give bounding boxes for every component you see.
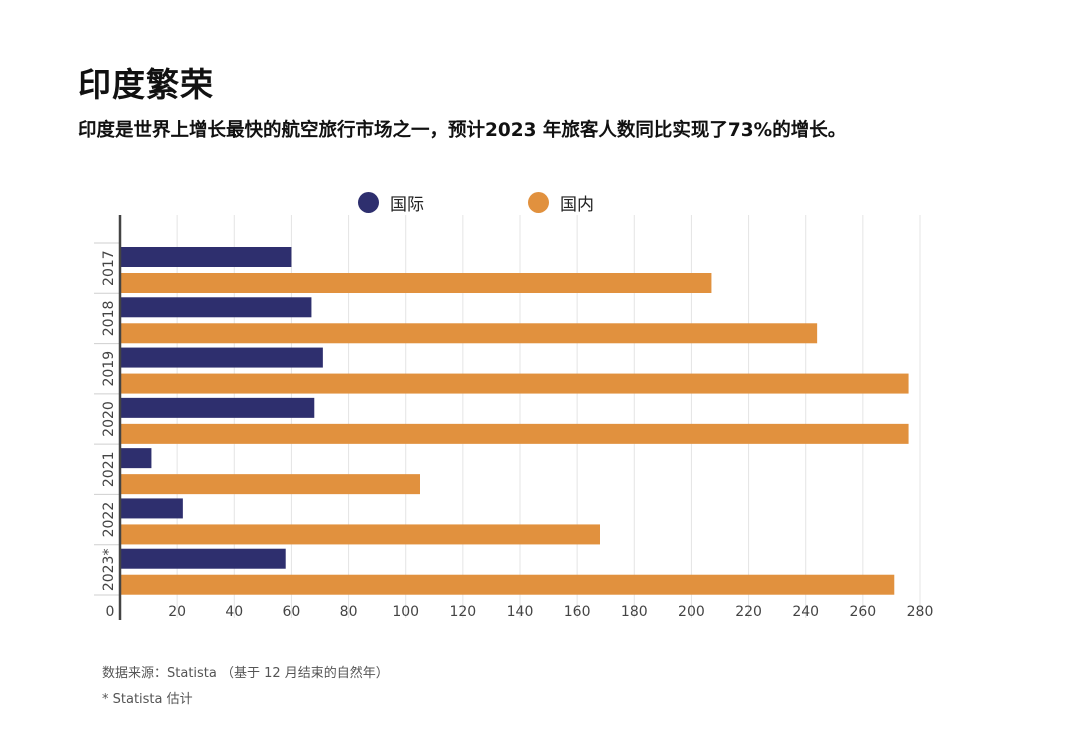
- legend-swatch-international: [358, 192, 379, 213]
- chart-title: 印度繁荣: [78, 65, 214, 104]
- bar-domestic-2019: [120, 373, 909, 394]
- x-tick-label: 100: [392, 604, 419, 620]
- bar-domestic-2020: [120, 423, 909, 444]
- chart-subtitle: 印度是世界上增长最快的航空旅行市场之一，预计2023 年旅客人数同比实现了73%…: [78, 120, 847, 141]
- x-tick-label: 160: [564, 604, 591, 620]
- bar-international-2018: [120, 297, 312, 318]
- legend-item-international: 国际: [358, 190, 424, 215]
- x-tick-label: 280: [907, 604, 934, 620]
- y-tick-label: 2018: [101, 301, 117, 337]
- bar-international-2019: [120, 347, 323, 368]
- bar-international-2022: [120, 498, 183, 519]
- legend-label-domestic: 国内: [560, 195, 594, 215]
- bar-international-2017: [120, 247, 292, 267]
- bar-chart: 2017 2018 2019 2020 2021 2022 2023* 0 20 40 60 80 10…: [94, 215, 934, 620]
- chart-legend: 国际 国内: [0, 190, 1080, 218]
- x-tick-label: 180: [621, 604, 648, 620]
- x-tick-label: 80: [340, 604, 358, 620]
- x-tick-label: 260: [849, 604, 876, 620]
- estimate-note: * Statista 估计: [102, 692, 193, 707]
- bar-domestic-2021: [120, 474, 420, 495]
- bar-international-2021: [120, 448, 152, 469]
- bar-domestic-2018: [120, 323, 818, 344]
- bar-domestic-2022: [120, 524, 600, 545]
- bar-international-2020: [120, 397, 315, 418]
- y-tick-label: 2020: [101, 401, 117, 437]
- x-tick-label: 120: [449, 604, 476, 620]
- y-tick-label: 2021: [101, 451, 117, 487]
- legend-label-international: 国际: [390, 195, 424, 215]
- x-tick-label: 0: [106, 604, 115, 620]
- x-tick-label: 200: [678, 604, 705, 620]
- x-tick-label: 60: [283, 604, 301, 620]
- legend-item-domestic: 国内: [528, 190, 594, 215]
- bar-domestic-2017: [120, 273, 712, 293]
- x-tick-label: 20: [168, 604, 186, 620]
- source-note: 数据来源：Statista （基于 12 月结束的自然年）: [102, 666, 389, 681]
- bar-international-2023: [120, 548, 286, 569]
- x-tick-label: 240: [792, 604, 819, 620]
- y-tick-label: 2022: [101, 502, 117, 538]
- y-tick-label: 2019: [101, 351, 117, 387]
- x-tick-label: 40: [225, 604, 243, 620]
- x-tick-label: 220: [735, 604, 762, 620]
- bar-domestic-2023: [120, 574, 895, 595]
- y-tick-label: 2017: [101, 250, 117, 286]
- x-tick-label: 140: [507, 604, 534, 620]
- legend-swatch-domestic: [528, 192, 549, 213]
- y-tick-label: 2023*: [101, 549, 117, 592]
